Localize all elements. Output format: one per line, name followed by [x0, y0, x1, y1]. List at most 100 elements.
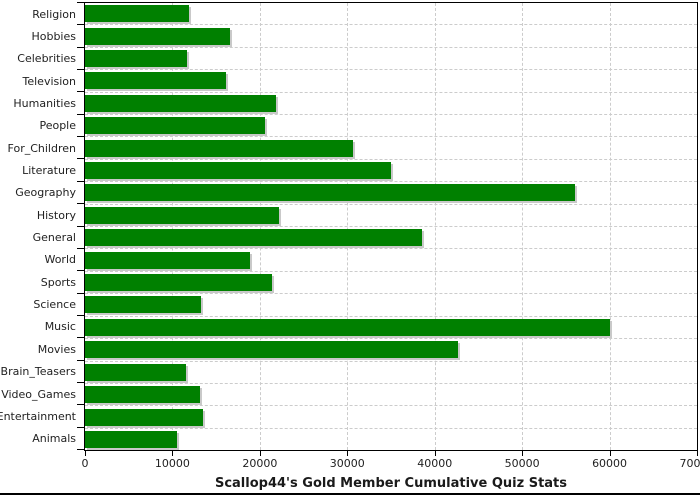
category-tick	[77, 404, 85, 406]
bar-people	[85, 117, 266, 135]
x-tick-label-20000: 20000	[242, 457, 278, 470]
x-tick-label-0: 0	[81, 457, 89, 470]
bar-row-brain_teasers	[85, 362, 697, 384]
category-tick	[77, 91, 85, 93]
y-tick-label-humanities: Humanities	[13, 97, 76, 111]
bar-row-history	[85, 205, 697, 228]
x-tick-label-70000: 70000	[679, 457, 700, 470]
y-tick-label-religion: Religion	[32, 7, 76, 21]
bar-row-entertainment	[85, 406, 697, 429]
category-tick	[77, 381, 85, 383]
y-tick-label-people: People	[39, 119, 76, 133]
y-tick-label-world: World	[44, 253, 76, 267]
category-axis-ticks	[77, 2, 85, 450]
category-tick	[77, 359, 85, 361]
value-tick-10000	[172, 450, 174, 456]
value-tick-30000	[347, 450, 349, 456]
y-tick-label-music: Music	[44, 320, 76, 334]
bar-row-television	[85, 70, 697, 93]
bar-science	[85, 296, 202, 314]
bar-animals	[85, 430, 177, 448]
category-tick	[77, 426, 85, 428]
bar-row-hobbies	[85, 25, 697, 48]
y-tick-label-literature: Literature	[22, 164, 76, 178]
bar-row-celebrities	[85, 48, 697, 71]
x-tick-label-60000: 60000	[592, 457, 628, 470]
bar-row-world	[85, 249, 697, 272]
bar-world	[85, 251, 251, 269]
bar-row-music	[85, 317, 697, 340]
category-tick	[77, 292, 85, 294]
y-tick-label-video_games: Video_Games	[1, 387, 76, 401]
bottom-divider	[0, 493, 700, 495]
plot-area	[84, 2, 698, 451]
bar-row-video_games	[85, 384, 697, 407]
y-tick-label-celebrities: Celebrities	[17, 52, 76, 66]
bar-rows	[85, 3, 697, 450]
category-tick	[77, 2, 85, 3]
bar-row-humanities	[85, 93, 697, 116]
y-tick-label-animals: Animals	[32, 432, 76, 446]
y-tick-label-hobbies: Hobbies	[31, 30, 76, 44]
bar-general	[85, 229, 422, 247]
category-tick	[77, 46, 85, 48]
bar-movies	[85, 341, 459, 359]
x-tick-label-10000: 10000	[154, 457, 190, 470]
value-tick-50000	[522, 450, 524, 456]
category-tick	[77, 136, 85, 138]
value-tick-40000	[434, 450, 436, 456]
bar-row-people	[85, 115, 697, 138]
value-tick-20000	[259, 450, 261, 456]
x-tick-label-30000: 30000	[329, 457, 365, 470]
bar-row-science	[85, 294, 697, 317]
y-tick-label-entertainment: Entertainment	[0, 409, 76, 423]
x-tick-label-40000: 40000	[417, 457, 453, 470]
value-tick-70000	[697, 450, 698, 456]
chart-title: Scallop44's Gold Member Cumulative Quiz …	[214, 476, 568, 491]
bar-geography	[85, 184, 575, 202]
bar-row-religion	[85, 3, 697, 26]
category-tick	[77, 247, 85, 249]
bar-hobbies	[85, 27, 231, 45]
bar-religion	[85, 5, 190, 23]
y-tick-label-for_children: For_Children	[7, 141, 76, 155]
category-tick	[77, 158, 85, 160]
value-axis-ticks	[85, 450, 698, 456]
bar-history	[85, 206, 280, 224]
y-tick-label-science: Science	[33, 298, 76, 312]
y-axis-labels: Religion Hobbies Celebrities Television Huma…	[0, 3, 76, 450]
bar-row-animals	[85, 429, 697, 450]
bar-celebrities	[85, 50, 188, 68]
bar-brain_teasers	[85, 363, 187, 381]
bar-row-movies	[85, 339, 697, 362]
y-tick-label-brain_teasers: Brain_Teasers	[0, 365, 76, 379]
bar-literature	[85, 162, 391, 180]
bar-row-geography	[85, 182, 697, 205]
category-tick	[77, 69, 85, 71]
y-tick-label-history: History	[36, 208, 76, 222]
bar-television	[85, 72, 226, 90]
y-tick-label-geography: Geography	[15, 186, 76, 200]
y-tick-label-general: General	[32, 231, 76, 245]
bar-for_children	[85, 139, 354, 157]
bar-sports	[85, 274, 273, 292]
category-tick	[77, 270, 85, 272]
category-tick	[77, 203, 85, 205]
y-tick-label-movies: Movies	[37, 342, 76, 356]
bar-row-for_children	[85, 137, 697, 160]
bar-video_games	[85, 386, 200, 404]
bar-entertainment	[85, 408, 204, 426]
value-tick-60000	[609, 450, 611, 456]
value-tick-0	[85, 450, 86, 456]
category-tick	[77, 314, 85, 316]
bar-row-sports	[85, 272, 697, 295]
category-tick	[77, 180, 85, 182]
category-tick	[77, 337, 85, 339]
bar-row-general	[85, 227, 697, 250]
value-axis-labels: 0 10000 20000 30000 40000 50000 60000 70000	[81, 457, 700, 471]
bar-music	[85, 318, 610, 336]
category-tick	[77, 113, 85, 115]
bar-row-literature	[85, 160, 697, 183]
y-tick-label-sports: Sports	[40, 275, 76, 289]
